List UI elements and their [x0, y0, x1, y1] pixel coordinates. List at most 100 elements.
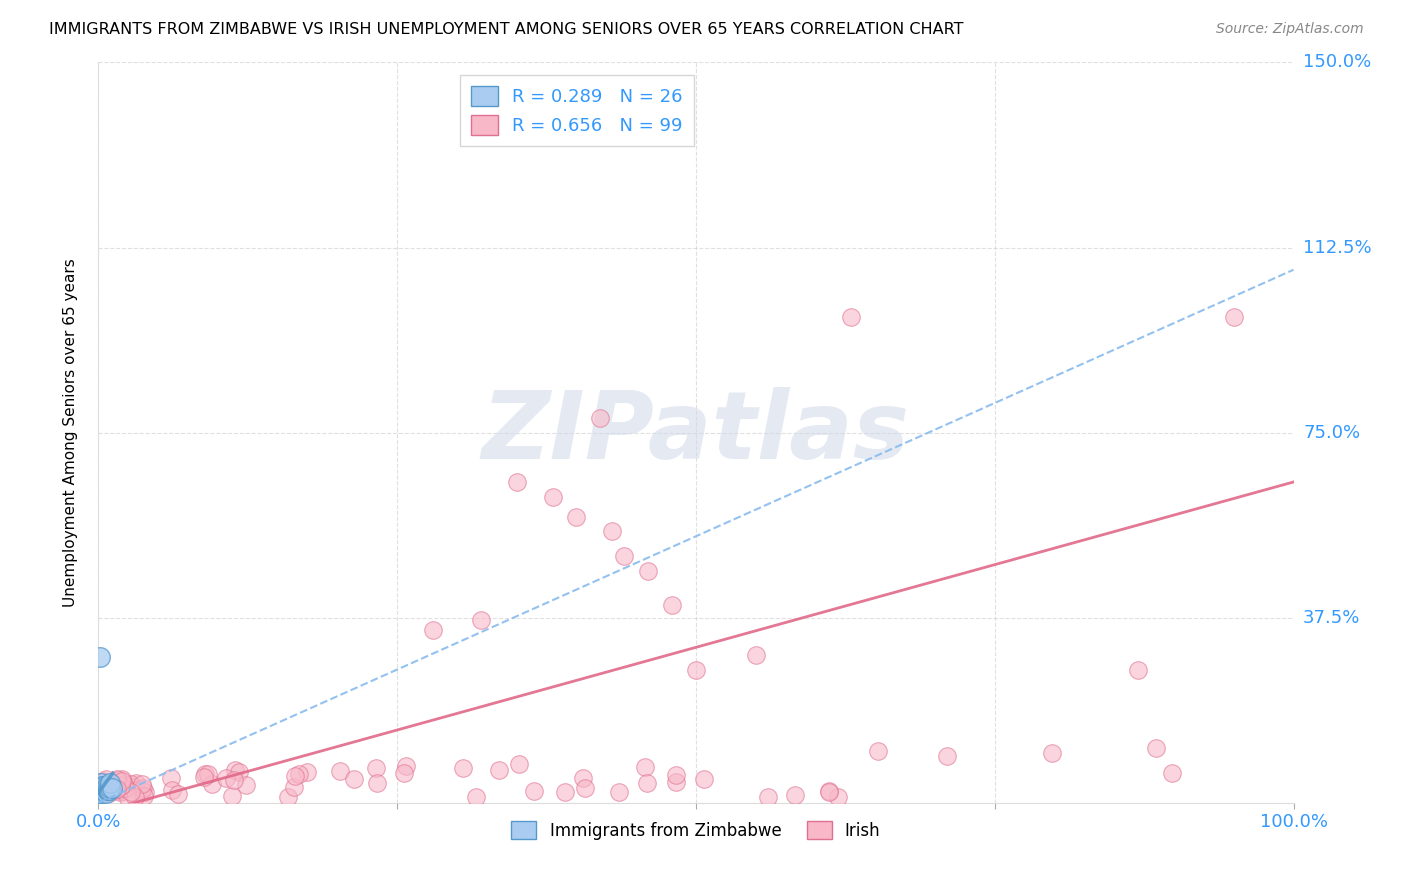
Point — [366, 775, 388, 789]
Point — [868, 744, 890, 758]
Point — [91, 780, 114, 795]
Point — [488, 764, 510, 778]
Point — [91, 786, 114, 800]
Point — [105, 772, 128, 787]
Point — [124, 789, 146, 804]
Point — [91, 783, 114, 797]
Point — [96, 779, 118, 793]
Point — [221, 789, 243, 803]
Point — [101, 783, 124, 797]
Point — [589, 410, 612, 425]
Point — [90, 782, 112, 797]
Point — [97, 783, 120, 797]
Point — [201, 777, 224, 791]
Point — [111, 781, 134, 796]
Point — [105, 781, 128, 796]
Point — [508, 757, 530, 772]
Point — [818, 784, 841, 798]
Point — [451, 761, 474, 775]
Y-axis label: Unemployment Among Seniors over 65 years: Unemployment Among Seniors over 65 years — [63, 259, 77, 607]
Point — [607, 785, 630, 799]
Point — [90, 776, 112, 790]
Point — [131, 782, 153, 797]
Point — [422, 623, 444, 637]
Point — [108, 785, 131, 799]
Point — [98, 786, 121, 800]
Point — [235, 778, 257, 792]
Point — [93, 779, 115, 793]
Point — [572, 771, 595, 785]
Point — [506, 475, 529, 489]
Point — [665, 774, 688, 789]
Point — [111, 784, 134, 798]
Point — [89, 786, 111, 800]
Point — [114, 781, 136, 796]
Point — [90, 786, 112, 800]
Point — [343, 772, 366, 787]
Point — [283, 780, 305, 795]
Point — [665, 767, 688, 781]
Point — [637, 564, 659, 578]
Point — [112, 777, 135, 791]
Point — [395, 759, 418, 773]
Point — [98, 777, 121, 791]
Point — [97, 780, 120, 795]
Point — [101, 776, 124, 790]
Point — [634, 760, 657, 774]
Point — [167, 787, 190, 801]
Point — [692, 772, 714, 786]
Point — [228, 764, 250, 779]
Point — [105, 772, 128, 787]
Point — [134, 785, 156, 799]
Text: IMMIGRANTS FROM ZIMBABWE VS IRISH UNEMPLOYMENT AMONG SENIORS OVER 65 YEARS CORRE: IMMIGRANTS FROM ZIMBABWE VS IRISH UNEMPL… — [49, 22, 963, 37]
Point — [117, 790, 139, 805]
Point — [224, 773, 246, 788]
Point — [98, 783, 121, 797]
Point — [818, 785, 841, 799]
Point — [98, 782, 121, 797]
Legend: Immigrants from Zimbabwe, Irish: Immigrants from Zimbabwe, Irish — [505, 814, 887, 847]
Point — [1128, 663, 1150, 677]
Point — [162, 782, 184, 797]
Point — [841, 310, 863, 324]
Point — [756, 789, 779, 804]
Text: 37.5%: 37.5% — [1303, 608, 1361, 627]
Point — [91, 779, 114, 793]
Point — [111, 774, 134, 789]
Point — [197, 767, 219, 781]
Point — [523, 784, 546, 798]
Point — [464, 789, 486, 804]
Point — [785, 788, 807, 802]
Point — [131, 777, 153, 791]
Point — [224, 763, 246, 777]
Point — [91, 778, 114, 792]
Text: 150.0%: 150.0% — [1303, 54, 1371, 71]
Point — [125, 775, 148, 789]
Point — [1160, 766, 1182, 780]
Point — [89, 650, 111, 665]
Point — [91, 774, 114, 789]
Point — [98, 776, 122, 790]
Point — [111, 772, 134, 786]
Point — [89, 783, 111, 797]
Point — [394, 766, 416, 780]
Point — [1040, 746, 1063, 760]
Point — [132, 789, 155, 803]
Point — [541, 490, 564, 504]
Point — [565, 509, 588, 524]
Point — [287, 766, 309, 780]
Point — [554, 785, 576, 799]
Point — [93, 783, 115, 797]
Point — [364, 761, 387, 775]
Point — [284, 769, 307, 783]
Point — [295, 764, 318, 779]
Point — [110, 779, 132, 793]
Text: 112.5%: 112.5% — [1303, 238, 1372, 257]
Point — [94, 786, 117, 800]
Point — [91, 787, 114, 801]
Point — [936, 749, 959, 764]
Point — [100, 780, 122, 795]
Point — [661, 599, 683, 613]
Point — [329, 764, 352, 778]
Point — [110, 778, 132, 792]
